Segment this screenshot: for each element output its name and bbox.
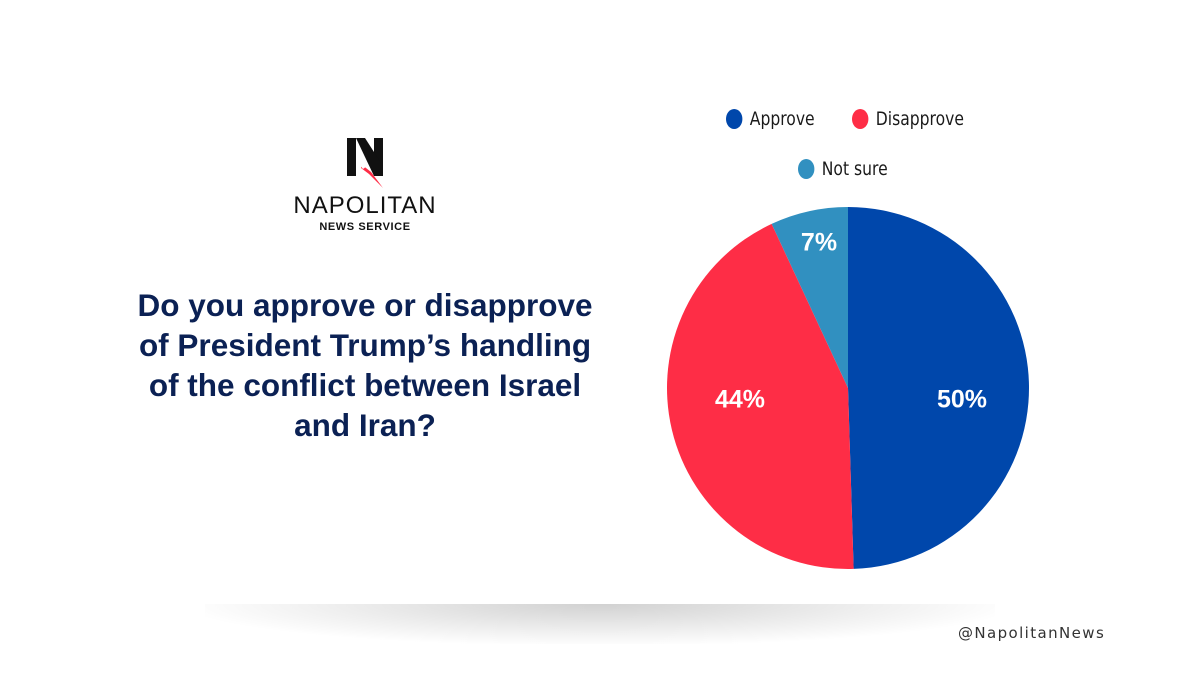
legend-not-sure: Not sure xyxy=(798,158,888,180)
pie-slice-not-sure xyxy=(771,207,848,388)
legend-approve-swatch xyxy=(726,109,743,129)
pie-label-approve: 50% xyxy=(937,386,987,414)
card-shadow xyxy=(205,604,995,644)
legend-not-sure-swatch xyxy=(798,159,815,179)
napolitan-n-logo-icon xyxy=(347,138,383,188)
pie-slice-disapprove xyxy=(666,223,854,569)
social-handle: @NapolitanNews xyxy=(958,624,1106,642)
pie-label-not-sure: 7% xyxy=(801,229,837,257)
legend-not-sure-label: Not sure xyxy=(821,158,888,180)
poll-question: Do you approve or disapprove of Presiden… xyxy=(137,287,593,443)
brand-subtitle: NEWS SERVICE xyxy=(319,221,411,233)
legend-approve: Approve xyxy=(726,108,815,130)
napolitan-logo: NAPOLITAN NEWS SERVICE xyxy=(280,138,450,238)
legend-disapprove-swatch xyxy=(852,109,869,129)
pie-label-disapprove: 44% xyxy=(715,386,765,414)
legend-disapprove-label: Disapprove xyxy=(875,108,964,130)
legend-approve-label: Approve xyxy=(749,108,815,130)
legend-disapprove: Disapprove xyxy=(852,108,964,130)
pie-slice-approve xyxy=(848,207,1030,569)
brand-name: NAPOLITAN xyxy=(293,192,437,219)
